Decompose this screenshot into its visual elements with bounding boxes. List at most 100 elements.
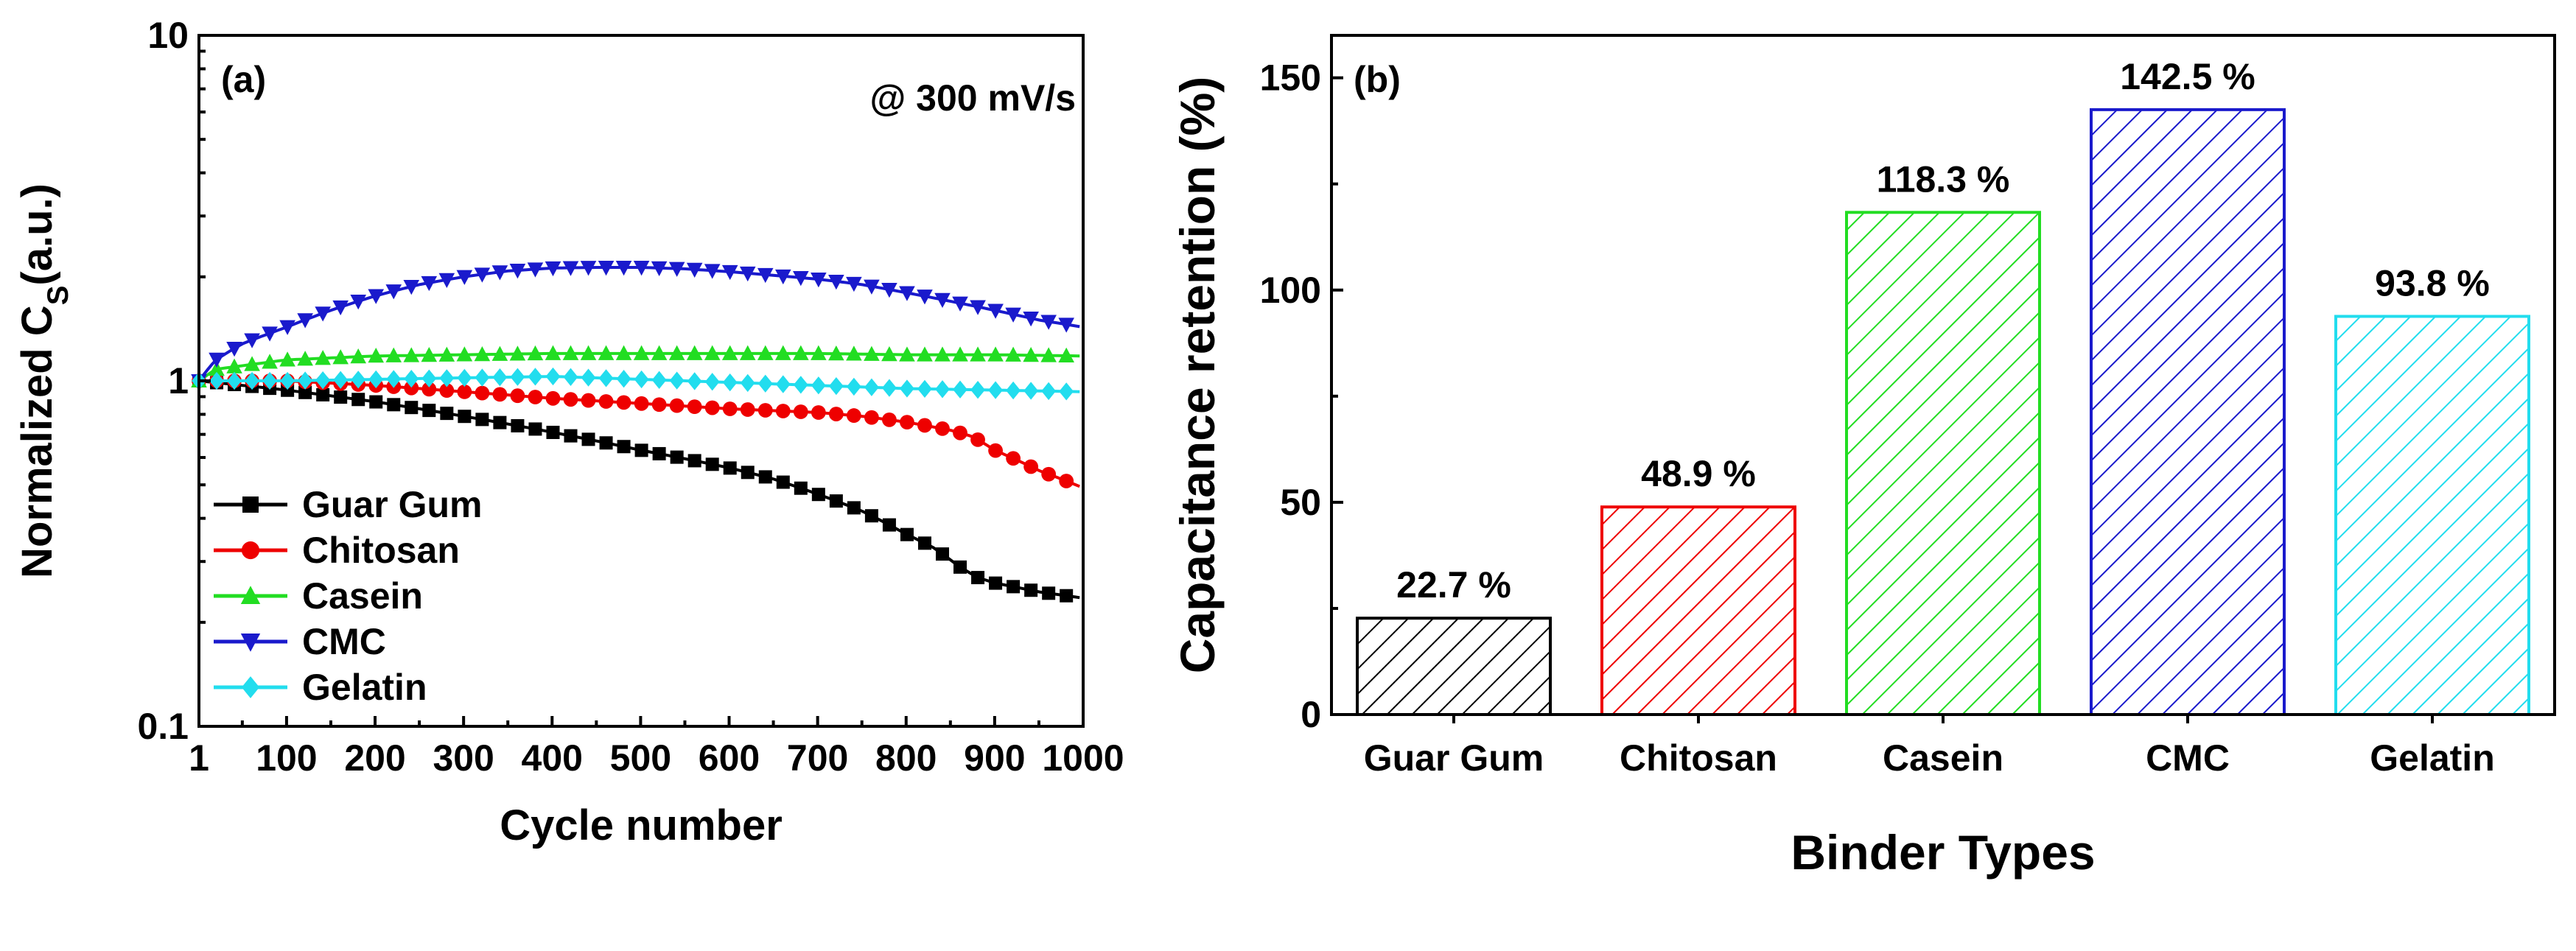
a-x-tick-label: 1 [189,737,209,779]
point-cmc [315,306,331,322]
point-cmc [509,263,526,279]
point-casein [970,346,986,362]
point-cmc [651,261,668,277]
point-casein [881,345,897,362]
point-gelatin [581,368,596,387]
point-cmc [774,269,791,285]
a-x-tick-label: 800 [875,737,937,779]
point-casein [421,346,438,362]
panel-a-line-chart: 1 100 200 300 400 500 600 700 800 900 1000 0.1110 … [13,15,1124,849]
point-guar-gum [723,461,737,475]
panel-a-label: (a) [221,59,266,100]
point-casein [899,346,915,362]
point-cmc [970,300,986,315]
point-cmc [456,270,473,285]
b-y-tick-label: 100 [1260,270,1321,311]
point-chitosan [634,396,649,411]
point-guar-gum [705,457,719,471]
point-casein [350,348,367,364]
point-guar-gum [369,395,383,409]
point-gelatin [687,372,702,390]
point-gelatin [475,368,490,387]
panel-a-x-axis-title: Cycle number [500,801,783,849]
point-casein [491,345,508,361]
point-casein [332,349,349,365]
point-gelatin [563,368,578,386]
b-x-category-label: Casein [1883,737,2003,779]
a-x-tick-label: 400 [522,737,583,779]
point-gelatin [616,370,631,388]
point-cmc [244,333,260,348]
point-cmc [1005,307,1021,323]
point-chitosan [828,407,844,421]
point-gelatin [492,368,508,387]
point-chitosan [793,404,808,419]
b-x-category-label: CMC [2146,737,2230,779]
point-chitosan [421,382,437,397]
point-guar-gum [882,518,896,532]
point-cmc [615,260,632,276]
point-cmc [438,273,455,288]
point-guar-gum [971,571,985,585]
point-cmc [721,264,738,281]
point-cmc [262,326,278,342]
point-guar-gum [652,446,666,460]
point-cmc [545,261,561,277]
point-guar-gum [387,398,401,412]
b-y-tick-label: 0 [1301,694,1321,735]
point-casein [811,345,827,360]
series-gelatin [192,367,1080,401]
point-guar-gum [811,488,825,502]
series-casein [191,345,1080,387]
point-gelatin [1041,382,1057,401]
point-guar-gum [511,419,525,433]
a-y-tick-label: 0.1 [137,706,189,747]
point-gelatin [245,371,259,390]
point-casein [668,345,685,360]
a-x-tick-label: 500 [610,737,671,779]
point-casein [297,351,313,366]
point-cmc [562,261,579,276]
legend-marker-chitosan [241,541,260,560]
point-cmc [279,320,295,335]
bar-value-label: 48.9 % [1641,453,1756,494]
b-x-category-label: Chitosan [1620,737,1777,779]
point-gelatin [935,380,950,399]
bar-value-label: 22.7 % [1396,564,1511,606]
point-gelatin [651,371,667,389]
point-casein [474,345,491,362]
point-chitosan [935,421,950,436]
point-guar-gum [1042,586,1056,600]
b-x-category-label: Guar Gum [1364,737,1544,779]
point-chitosan [492,387,508,402]
point-chitosan [475,385,490,401]
point-guar-gum [422,404,436,418]
point-chitosan [1059,474,1074,488]
point-cmc [811,273,827,288]
point-casein [403,347,420,362]
point-gelatin [333,371,349,389]
point-gelatin [953,380,967,399]
point-gelatin [634,370,649,389]
point-chitosan [651,397,667,413]
legend-label: Casein [302,575,423,617]
point-casein [438,346,455,362]
point-chitosan [616,395,631,410]
bar-cmc [2090,108,2286,716]
a-x-tick-label: 600 [699,737,760,779]
y-title-subscript: S [42,286,74,306]
point-guar-gum [953,560,967,574]
point-cmc [403,279,420,295]
point-chitosan [775,404,791,418]
point-guar-gum [634,443,648,457]
point-cmc [474,267,491,283]
bar-value-label: 93.8 % [2375,262,2490,303]
point-guar-gum [475,413,489,427]
point-gelatin [970,381,985,399]
point-guar-gum [758,470,772,484]
a-x-tick-label: 100 [256,737,317,779]
point-gelatin [704,373,720,391]
bar-gelatin [2334,315,2530,717]
point-gelatin [457,368,472,387]
point-casein [846,345,862,361]
